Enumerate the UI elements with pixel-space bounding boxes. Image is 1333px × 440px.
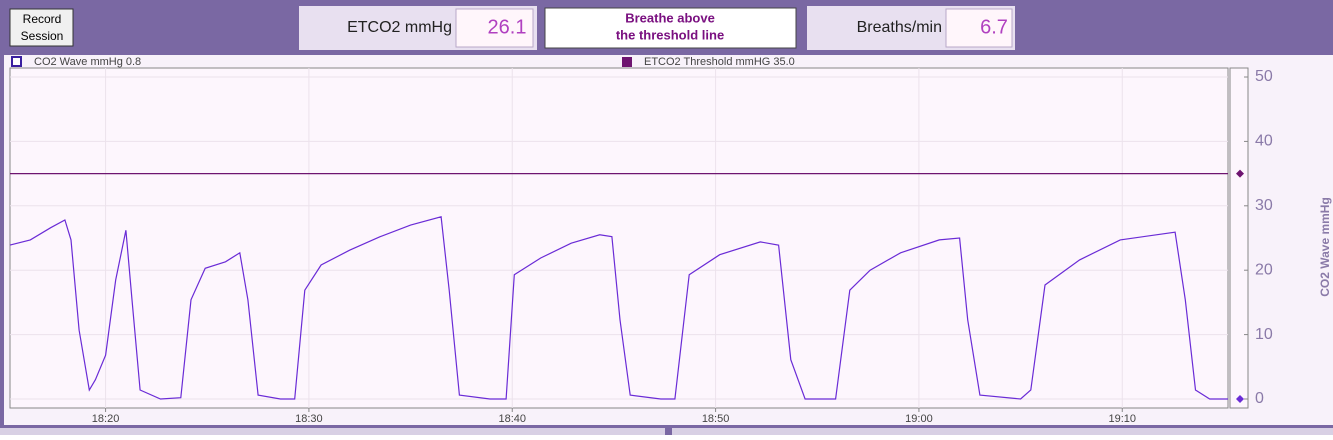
legend-swatch — [11, 56, 22, 67]
legend-swatch — [622, 57, 632, 67]
threshold-marker — [1236, 169, 1244, 178]
message-line: Breathe above — [625, 10, 715, 25]
y-axis-title: CO2 Wave mmHg — [1318, 197, 1332, 297]
etco2-value: 26.1 — [488, 16, 527, 38]
breaths-box — [945, 8, 1013, 48]
marker-strip — [1229, 67, 1249, 409]
message-line: the threshold line — [616, 27, 724, 42]
etco2-label: ETCO2 mmHg — [347, 19, 452, 36]
y-tick-label: 0 — [1255, 390, 1264, 407]
bottom-panel — [0, 428, 665, 435]
legend-entry: ETCO2 Threshold mmHG 35.0 — [644, 56, 795, 68]
message-box — [544, 7, 797, 49]
breaths-value: 6.7 — [980, 16, 1008, 38]
etco2-box — [455, 8, 534, 48]
y-tick-label: 20 — [1255, 261, 1273, 278]
x-tick-label: 18:40 — [498, 413, 526, 425]
y-tick-label: 10 — [1255, 326, 1273, 343]
x-tick-label: 18:20 — [92, 413, 120, 425]
button-text[interactable]: Record — [23, 12, 62, 26]
button-text[interactable]: Session — [21, 29, 64, 43]
x-tick-label: 18:30 — [295, 413, 323, 425]
legend-entry: CO2 Wave mmHg 0.8 — [34, 56, 141, 68]
x-tick-label: 19:00 — [905, 413, 933, 425]
plot-layer: 0 10 20 30 40 50 18:20 18:30 18:40 18:50 19:00 19:1… — [9, 68, 1273, 425]
y-tick-label: 40 — [1255, 133, 1273, 150]
record-button[interactable] — [9, 8, 74, 47]
plot-area — [9, 67, 1229, 409]
co2-wave — [9, 216, 1228, 400]
wave-marker — [1236, 394, 1244, 403]
bottom-panel — [672, 428, 1333, 435]
x-tick-label: 18:50 — [702, 413, 730, 425]
y-tick-label: 30 — [1255, 197, 1273, 214]
breaths-label: Breaths/min — [857, 19, 942, 36]
y-tick-label: 50 — [1255, 68, 1273, 85]
x-tick-label: 19:10 — [1108, 413, 1136, 425]
